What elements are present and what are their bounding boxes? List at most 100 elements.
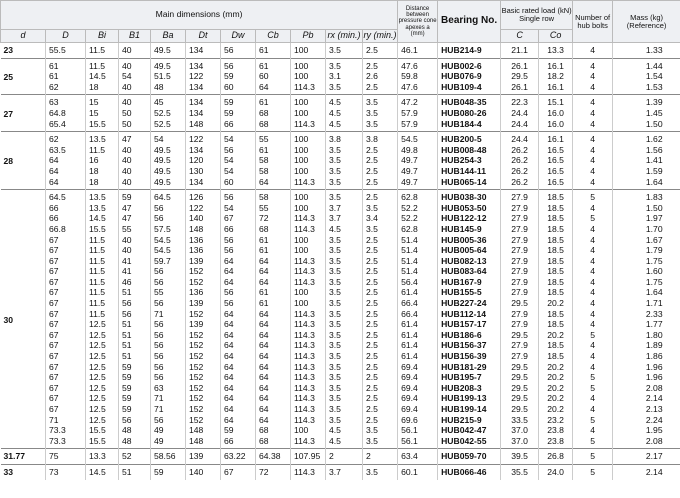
cell: 11.5 bbox=[85, 234, 119, 246]
cell: 69.4 bbox=[397, 393, 438, 404]
bearing-no: HUB215-9 bbox=[437, 414, 501, 426]
cell: 3.1 bbox=[325, 71, 363, 82]
cell: 2.08 bbox=[612, 435, 680, 449]
cell: 61.4 bbox=[397, 340, 438, 352]
cell: 67 bbox=[45, 255, 86, 267]
main-dimensions-header: Main dimensions (mm) bbox=[0, 0, 399, 30]
cell: 61 bbox=[255, 94, 291, 108]
cell: 1.79 bbox=[612, 245, 680, 256]
bearing-no: HUB156-39 bbox=[437, 351, 501, 362]
cell: 64 bbox=[255, 404, 291, 415]
cell: 114.3 bbox=[290, 435, 326, 449]
cell: 4 bbox=[572, 404, 613, 415]
cell: 51.4 bbox=[397, 266, 438, 277]
symbol-header: D bbox=[45, 29, 86, 43]
cell: 24.4 bbox=[500, 118, 539, 132]
cell: 61 bbox=[45, 71, 86, 82]
cell: 4 bbox=[572, 308, 613, 320]
cell: 26.1 bbox=[500, 58, 539, 72]
cell: 100 bbox=[290, 287, 326, 299]
cell: 15.5 bbox=[85, 223, 119, 235]
cell: 56 bbox=[150, 372, 186, 383]
cell: 100 bbox=[290, 202, 326, 214]
cell: 64.8 bbox=[45, 107, 86, 119]
load-symbol-header: C bbox=[500, 29, 540, 43]
cell: 3.5 bbox=[325, 287, 363, 299]
cell: 12.5 bbox=[85, 351, 119, 362]
cell: 4 bbox=[572, 298, 613, 309]
cell: 126 bbox=[185, 189, 221, 203]
table-row: 62 18 40 48 134 60 64 114.3 3.5 2.5 47.6 HUB109-4 26… bbox=[1, 81, 680, 95]
cell: 58 bbox=[255, 165, 291, 177]
cell: 52.2 bbox=[397, 213, 438, 224]
table-row: 64 18 40 49.5 134 60 64 114.3 3.5 2.5 49.7 HUB065-1… bbox=[1, 176, 680, 190]
cell: 27.9 bbox=[500, 255, 539, 267]
cell: 100 bbox=[290, 189, 326, 203]
cell: 67 bbox=[45, 351, 86, 362]
cell: 1.62 bbox=[612, 131, 680, 145]
cell: 56 bbox=[150, 414, 186, 426]
cell: 72 bbox=[255, 464, 291, 480]
table-row: 23 55.5 11.5 40 49.5 134 56 61 100 3.5 2.5 46.1 HUB2… bbox=[1, 42, 680, 59]
bearing-no: HUB005-64 bbox=[437, 245, 501, 256]
cell: 64 bbox=[220, 329, 256, 341]
cell: 56 bbox=[220, 245, 256, 256]
cell: 51 bbox=[118, 329, 151, 341]
cell: 75 bbox=[45, 448, 86, 465]
cell: 1.67 bbox=[612, 234, 680, 246]
cell: 1.50 bbox=[612, 202, 680, 214]
cell: 3.8 bbox=[325, 131, 363, 145]
cell: 2.5 bbox=[361, 176, 398, 190]
cell: 4.5 bbox=[325, 435, 363, 449]
cell: 69.4 bbox=[397, 382, 438, 394]
cell: 64 bbox=[220, 404, 256, 415]
symbol-header: Pb bbox=[290, 29, 326, 43]
cell: 4 bbox=[572, 118, 613, 132]
cell: 3.5 bbox=[325, 361, 363, 373]
cell: 68 bbox=[255, 107, 291, 119]
cell: 11.5 bbox=[85, 266, 119, 277]
cell: 64 bbox=[255, 372, 291, 383]
cell: 61.4 bbox=[397, 319, 438, 330]
symbol-header: Bi bbox=[85, 29, 119, 43]
table-row: 66.8 15.5 55 57.5 148 66 68 114.3 4.5 3.5 62.8 HUB1… bbox=[1, 223, 680, 235]
cell: 23.8 bbox=[538, 435, 573, 449]
cell: 3.5 bbox=[325, 155, 363, 166]
cell: 3.7 bbox=[325, 202, 363, 214]
cell: 134 bbox=[185, 176, 221, 190]
bearing-no-header: Bearing No. bbox=[437, 0, 502, 43]
cell: 67 bbox=[45, 234, 86, 246]
table-row: 67 11.5 41 56 152 64 64 114.3 3.5 2.5 51.4 HUB083-6… bbox=[1, 266, 680, 277]
cell: 29.5 bbox=[500, 393, 539, 404]
cell: 56 bbox=[150, 319, 186, 330]
cell: 2.5 bbox=[361, 165, 398, 177]
cell: 59 bbox=[220, 94, 256, 108]
cell: 13.5 bbox=[85, 131, 119, 145]
bearing-no: HUB083-64 bbox=[437, 266, 501, 277]
cell: 37.0 bbox=[500, 425, 539, 436]
cell: 52 bbox=[118, 448, 151, 465]
cell: 114.3 bbox=[290, 223, 326, 235]
cell: 29.5 bbox=[500, 298, 539, 309]
cell: 3.5 bbox=[361, 118, 398, 132]
cell: 16.1 bbox=[538, 81, 573, 95]
cell: 54 bbox=[150, 131, 186, 145]
symbol-header: Cb bbox=[255, 29, 291, 43]
cell: 5 bbox=[572, 213, 613, 224]
cell: 134 bbox=[185, 144, 221, 156]
cell: 63 bbox=[150, 382, 186, 394]
cell: 136 bbox=[185, 245, 221, 256]
cell: 2.24 bbox=[612, 414, 680, 426]
cell: 13.5 bbox=[85, 189, 119, 203]
cell: 4 bbox=[572, 131, 613, 145]
cell: 1.75 bbox=[612, 276, 680, 288]
cell: 3.5 bbox=[325, 176, 363, 190]
cell: 16.1 bbox=[538, 58, 573, 72]
cell: 2.5 bbox=[361, 393, 398, 404]
cell: 61 bbox=[255, 42, 291, 59]
cell: 134 bbox=[185, 107, 221, 119]
bearing-no: HUB208-3 bbox=[437, 382, 501, 394]
table-row: 25 61 11.5 40 49.5 134 56 61 100 3.5 2.5 47.6 HUB002… bbox=[1, 58, 680, 82]
cell: 69.4 bbox=[397, 361, 438, 373]
